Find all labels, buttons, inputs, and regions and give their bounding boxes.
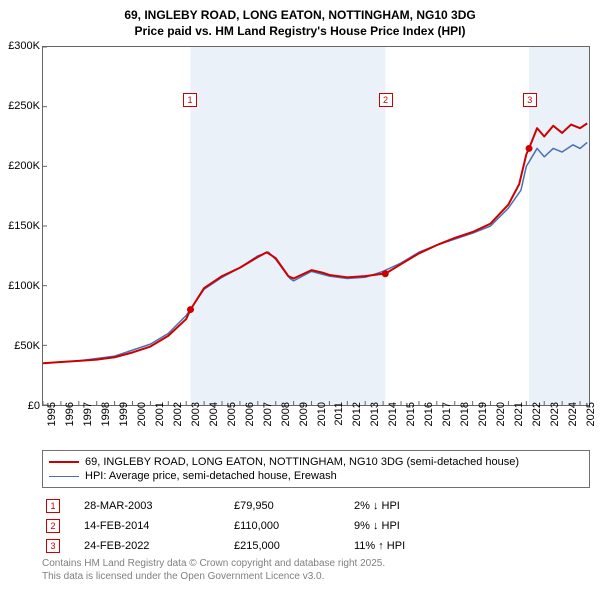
legend-item: 69, INGLEBY ROAD, LONG EATON, NOTTINGHAM…: [49, 455, 583, 469]
chart-container: 69, INGLEBY ROAD, LONG EATON, NOTTINGHAM…: [0, 0, 600, 590]
x-tick-label: 2024: [567, 402, 579, 442]
x-tick-label: 2018: [459, 402, 471, 442]
attribution-line1: Contains HM Land Registry data © Crown c…: [42, 558, 590, 571]
y-tick-label: £50K: [0, 340, 40, 352]
title-line2: Price paid vs. HM Land Registry's House …: [0, 24, 600, 40]
sale-price: £215,000: [234, 540, 354, 552]
sale-delta: 9% ↓ HPI: [354, 520, 474, 532]
sales-row: 3 24-FEB-2022 £215,000 11% ↑ HPI: [42, 536, 590, 556]
x-tick-label: 2015: [405, 402, 417, 442]
y-tick-label: £0: [0, 400, 40, 412]
x-tick-label: 2001: [154, 402, 166, 442]
attribution: Contains HM Land Registry data © Crown c…: [42, 558, 590, 583]
legend-item: HPI: Average price, semi-detached house,…: [49, 469, 583, 483]
x-tick-label: 2003: [190, 402, 202, 442]
x-tick-label: 2000: [136, 402, 148, 442]
sale-marker-icon: 3: [46, 539, 60, 553]
y-tick-label: £100K: [0, 280, 40, 292]
x-tick-label: 2009: [298, 402, 310, 442]
x-tick-label: 2007: [262, 402, 274, 442]
sale-marker-icon: 2: [46, 519, 60, 533]
x-tick-label: 2010: [316, 402, 328, 442]
x-tick-label: 2019: [477, 402, 489, 442]
x-tick-label: 2016: [423, 402, 435, 442]
plot-svg: [43, 47, 589, 405]
sale-price: £79,950: [234, 500, 354, 512]
sale-callout-marker: 3: [523, 93, 537, 107]
legend-label: HPI: Average price, semi-detached house,…: [85, 470, 337, 482]
x-tick-label: 1995: [46, 402, 58, 442]
x-tick-label: 2025: [585, 402, 597, 442]
legend-label: 69, INGLEBY ROAD, LONG EATON, NOTTINGHAM…: [85, 456, 519, 468]
x-tick-label: 2021: [513, 402, 525, 442]
sale-date: 24-FEB-2022: [84, 540, 234, 552]
x-tick-label: 1996: [64, 402, 76, 442]
plot-area: [42, 46, 590, 406]
attribution-line2: This data is licensed under the Open Gov…: [42, 571, 590, 584]
x-tick-label: 2011: [333, 402, 345, 442]
sales-table: 1 28-MAR-2003 £79,950 2% ↓ HPI 2 14-FEB-…: [42, 496, 590, 556]
x-tick-label: 2012: [351, 402, 363, 442]
title-line1: 69, INGLEBY ROAD, LONG EATON, NOTTINGHAM…: [0, 8, 600, 24]
sale-marker-icon: 1: [46, 499, 60, 513]
x-tick-label: 2017: [441, 402, 453, 442]
x-tick-label: 1998: [100, 402, 112, 442]
sale-date: 28-MAR-2003: [84, 500, 234, 512]
x-tick-label: 2005: [226, 402, 238, 442]
x-tick-label: 1999: [118, 402, 130, 442]
legend: 69, INGLEBY ROAD, LONG EATON, NOTTINGHAM…: [42, 450, 590, 488]
legend-swatch: [49, 461, 79, 463]
sale-callout-marker: 2: [379, 93, 393, 107]
y-tick-label: £200K: [0, 160, 40, 172]
x-tick-label: 2006: [244, 402, 256, 442]
sale-delta: 11% ↑ HPI: [354, 540, 474, 552]
x-tick-label: 2020: [495, 402, 507, 442]
sale-date: 14-FEB-2014: [84, 520, 234, 532]
x-tick-label: 2002: [172, 402, 184, 442]
sales-row: 1 28-MAR-2003 £79,950 2% ↓ HPI: [42, 496, 590, 516]
legend-swatch: [49, 476, 79, 477]
y-tick-label: £250K: [0, 100, 40, 112]
y-tick-label: £150K: [0, 220, 40, 232]
sale-price: £110,000: [234, 520, 354, 532]
x-tick-label: 2022: [531, 402, 543, 442]
x-tick-label: 2008: [280, 402, 292, 442]
x-tick-label: 2013: [369, 402, 381, 442]
x-tick-label: 1997: [82, 402, 94, 442]
sales-row: 2 14-FEB-2014 £110,000 9% ↓ HPI: [42, 516, 590, 536]
sale-callout-marker: 1: [183, 93, 197, 107]
sale-delta: 2% ↓ HPI: [354, 500, 474, 512]
y-tick-label: £300K: [0, 40, 40, 52]
x-tick-label: 2004: [208, 402, 220, 442]
x-tick-label: 2014: [387, 402, 399, 442]
chart-title-block: 69, INGLEBY ROAD, LONG EATON, NOTTINGHAM…: [0, 0, 600, 39]
x-tick-label: 2023: [549, 402, 561, 442]
